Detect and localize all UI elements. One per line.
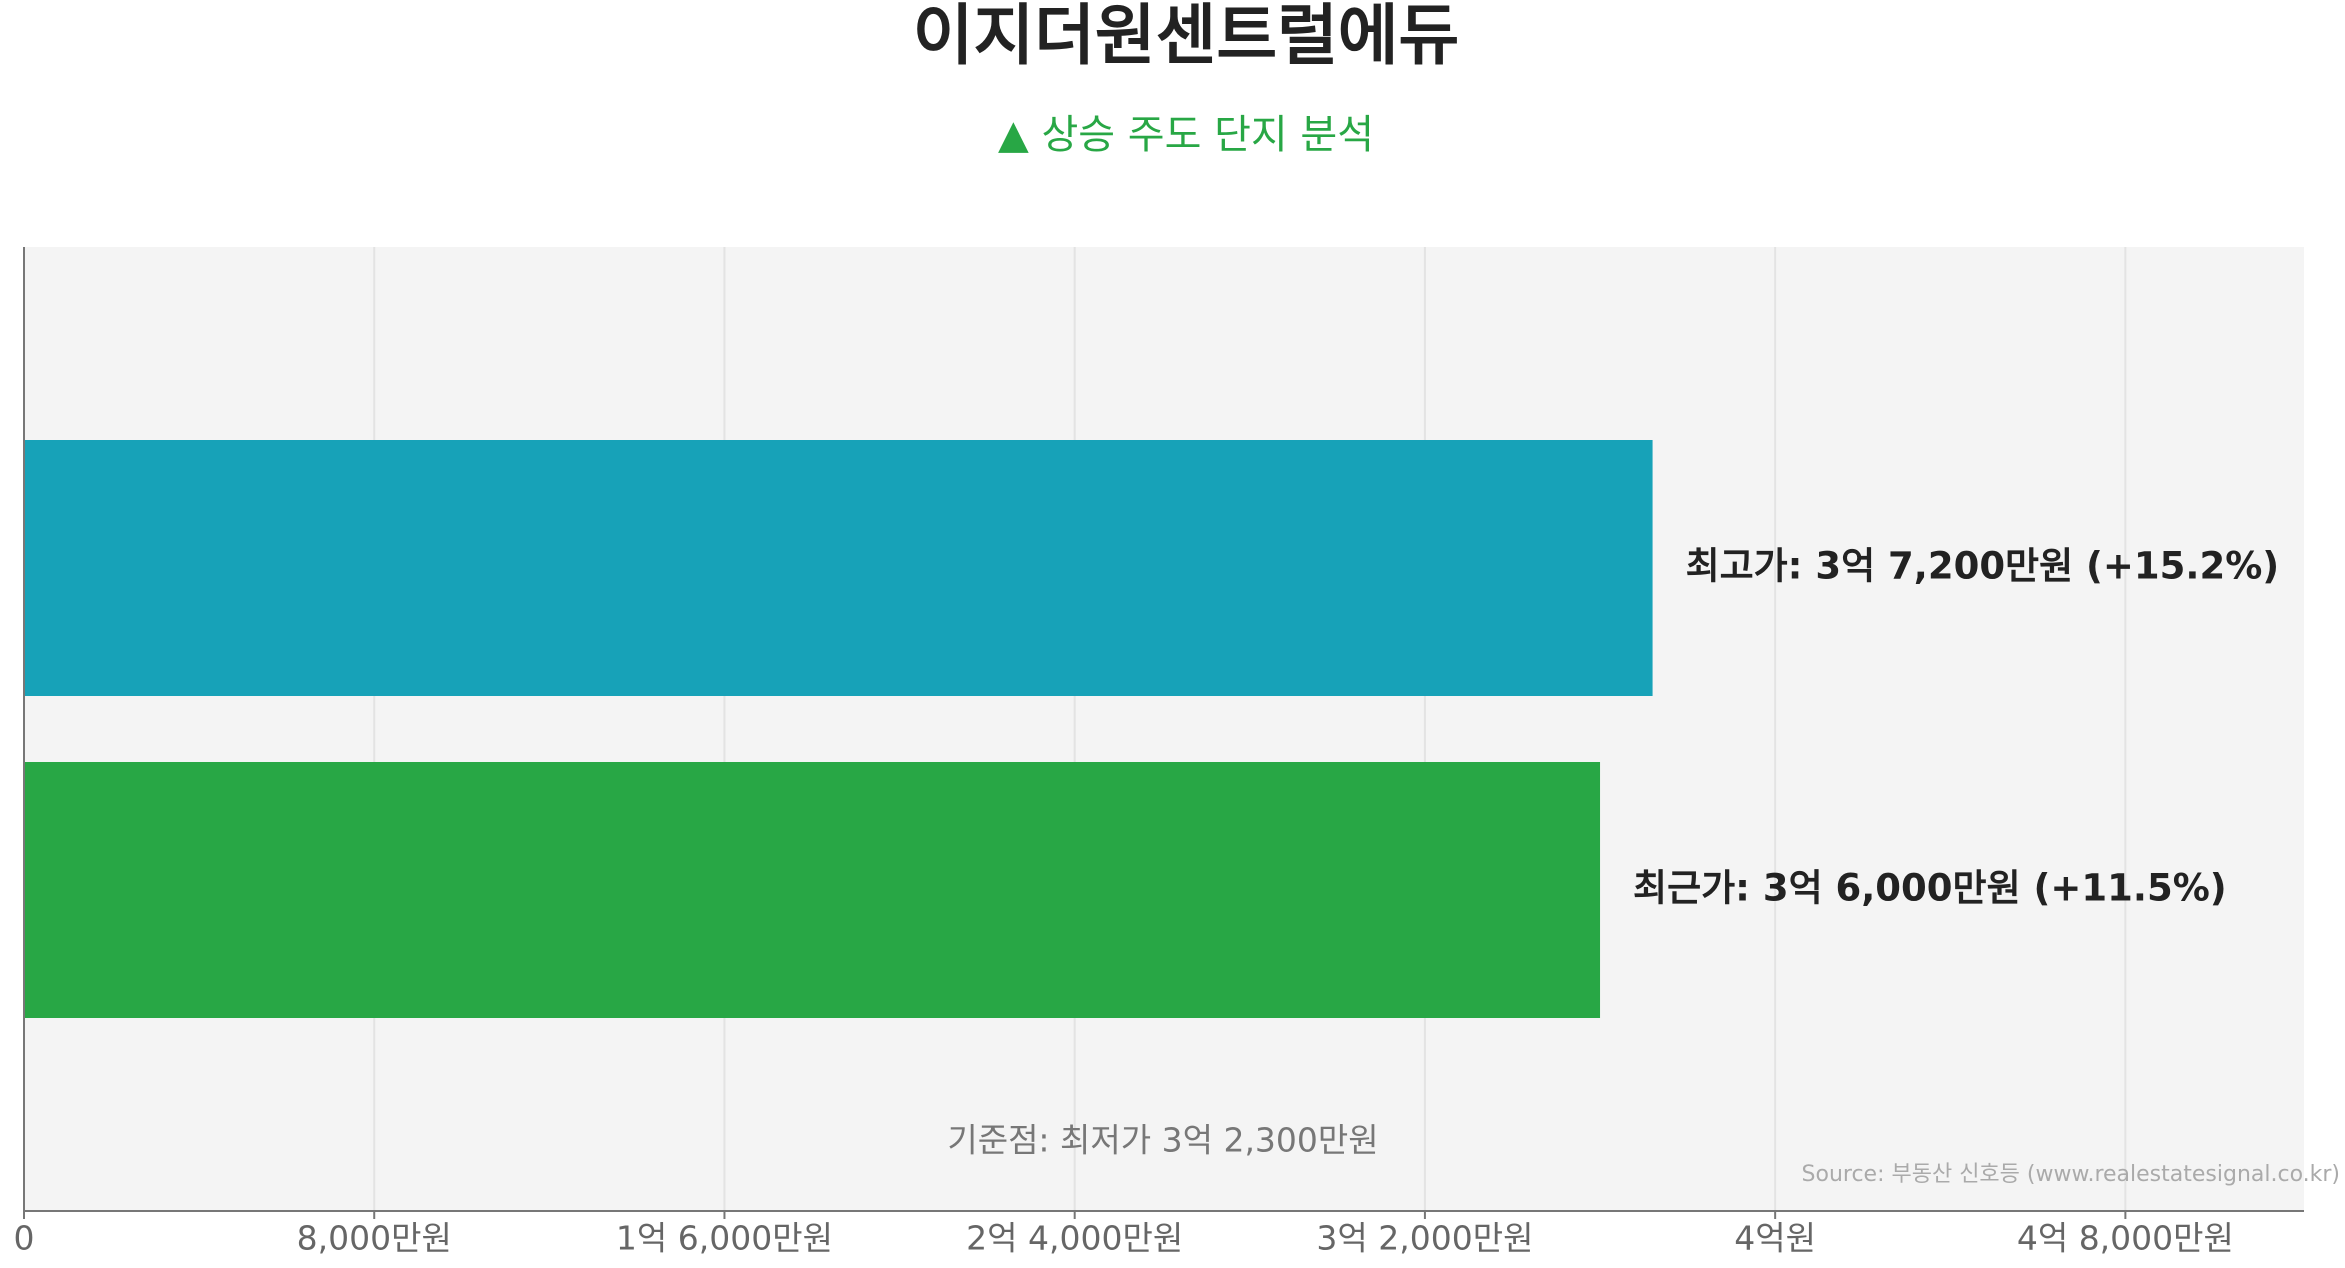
- chart-title: 이지더원센트럴에듀: [913, 0, 1459, 74]
- value-label: 최근가: 3억 6,000만원 (+11.5%): [1633, 867, 2227, 910]
- x-tick-label: 1억 6,000만원: [616, 1219, 833, 1258]
- bar: [24, 762, 1601, 1018]
- bar: [24, 440, 1653, 696]
- plot-background: [24, 247, 2304, 1211]
- x-tick-label: 2억 4,000만원: [966, 1219, 1183, 1258]
- x-tick-label: 4억원: [1734, 1219, 1816, 1258]
- x-tick-label: 3억 2,000만원: [1316, 1219, 1533, 1258]
- x-tick-label: 0: [14, 1219, 35, 1258]
- chart-subtitle: ▲ 상승 주도 단지 분석: [998, 112, 1374, 158]
- marks: 최고가: 3억 7,200만원 (+15.2%) 최근가: 3억 6,000만원 …: [24, 440, 2279, 1018]
- value-label: 최고가: 3억 7,200만원 (+15.2%): [1686, 545, 2280, 588]
- source: Source: 부동산 신호등 (www.realestatesignal.co…: [1802, 1162, 2340, 1187]
- x-tick-label: 8,000만원: [297, 1219, 452, 1258]
- x-tick-label: 4억 8,000만원: [2017, 1219, 2234, 1258]
- grid: [373, 247, 2127, 1211]
- annotation: 기준점: 최저가 3억 2,300만원: [947, 1121, 1378, 1160]
